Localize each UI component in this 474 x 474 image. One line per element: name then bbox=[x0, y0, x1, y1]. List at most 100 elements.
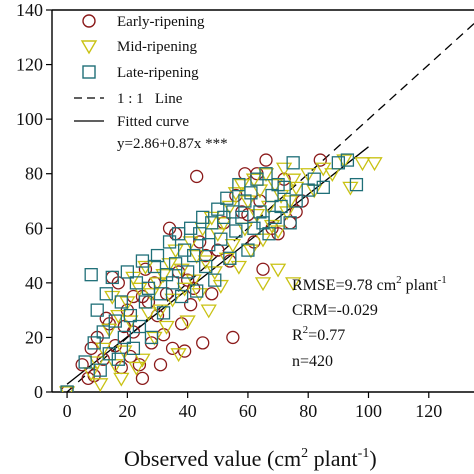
mid-ripening-point bbox=[134, 353, 151, 368]
stat-r2: R2=0.77 bbox=[292, 324, 345, 344]
late-ripening-point bbox=[99, 287, 113, 301]
y-tick-label: 140 bbox=[16, 0, 43, 20]
data-points bbox=[58, 153, 383, 392]
mid-ripening-point bbox=[170, 348, 187, 363]
fit-equation: y=2.86+0.87x *** bbox=[117, 136, 228, 152]
y-tick-label: 100 bbox=[16, 109, 43, 129]
late-ripening-point bbox=[307, 172, 321, 186]
mid-ripening-point bbox=[92, 378, 109, 392]
y-tick-label: 20 bbox=[25, 327, 43, 347]
axis-ticks: 0 20 40 60 80 100 120 0 20 40 60 80 100 120 140 bbox=[16, 0, 442, 421]
mid-ripening-point bbox=[197, 255, 214, 270]
stats-block: RMSE=9.78 cm2 plant-1 CRM=-0.029 R2=0.77… bbox=[292, 274, 447, 370]
late-ripening-point bbox=[60, 385, 74, 392]
early-ripening-point bbox=[256, 262, 270, 276]
early-ripening-point bbox=[283, 216, 297, 230]
late-ripening-point bbox=[229, 224, 243, 238]
early-ripening-point bbox=[75, 358, 89, 372]
mid-ripening-point bbox=[179, 315, 196, 330]
y-tick-label: 0 bbox=[34, 382, 43, 402]
late-ripening-point bbox=[96, 325, 110, 339]
mid-ripening-point bbox=[224, 239, 241, 253]
legend-marker-early bbox=[82, 14, 96, 28]
legend-label-early: Early-ripening bbox=[117, 14, 205, 30]
late-ripening-point bbox=[105, 270, 119, 285]
mid-ripening-point bbox=[230, 260, 248, 275]
early-ripening-point bbox=[138, 262, 153, 276]
late-ripening-point bbox=[190, 284, 204, 298]
mid-ripening-point bbox=[269, 263, 287, 278]
mid-ripening-point bbox=[254, 277, 272, 292]
late-ripening-point bbox=[235, 210, 249, 225]
mid-ripening-point bbox=[285, 173, 302, 188]
y-tick-label: 80 bbox=[25, 164, 43, 184]
mid-ripening-point bbox=[366, 157, 383, 172]
late-ripening-point bbox=[199, 259, 213, 274]
early-ripening-point bbox=[190, 169, 204, 184]
legend-label-late: Late-ripening bbox=[117, 65, 199, 81]
late-ripening-point bbox=[150, 248, 165, 263]
early-ripening-point bbox=[177, 344, 192, 358]
x-tick-label: 60 bbox=[239, 401, 257, 421]
late-ripening-point bbox=[340, 153, 355, 167]
x-tick-label: 0 bbox=[63, 401, 72, 421]
mid-ripening-point bbox=[89, 356, 106, 371]
late-ripening-point bbox=[283, 216, 297, 230]
late-ripening-point bbox=[126, 341, 141, 355]
stat-crm: CRM=-0.029 bbox=[292, 302, 378, 319]
y-tick-label: 60 bbox=[25, 218, 43, 238]
late-ripening-point bbox=[93, 363, 107, 377]
y-tick-label: 40 bbox=[25, 273, 43, 293]
mid-ripening-point bbox=[354, 157, 371, 172]
late-ripening-point bbox=[265, 188, 279, 203]
y-tick-label: 120 bbox=[16, 55, 43, 75]
x-tick-label: 20 bbox=[118, 401, 136, 421]
late-ripening-point bbox=[156, 306, 171, 320]
early-ripening-point bbox=[313, 153, 327, 167]
early-ripening-point bbox=[132, 358, 147, 372]
late-ripening-point bbox=[208, 273, 222, 287]
mid-ripening-point bbox=[58, 386, 76, 392]
late-ripening-point bbox=[108, 314, 122, 328]
stat-n: n=420 bbox=[292, 353, 333, 370]
late-ripening-point bbox=[162, 235, 177, 249]
legend-marker-late bbox=[82, 65, 96, 79]
late-ripening-point bbox=[214, 232, 228, 246]
late-ripening-point bbox=[349, 177, 364, 192]
late-ripening-point bbox=[138, 295, 153, 309]
late-ripening-point bbox=[187, 248, 201, 263]
early-ripening-point bbox=[135, 371, 150, 386]
late-ripening-point bbox=[153, 287, 168, 301]
late-ripening-point bbox=[84, 268, 98, 282]
legend: Early-ripening Mid-ripening Late-ripenin… bbox=[74, 14, 228, 152]
late-ripening-point bbox=[274, 199, 288, 214]
late-ripening-point bbox=[289, 194, 303, 208]
late-ripening-point bbox=[220, 191, 234, 205]
stat-rmse: RMSE=9.78 cm2 plant-1 bbox=[292, 274, 447, 294]
early-ripening-point bbox=[226, 330, 240, 345]
late-ripening-point bbox=[331, 156, 346, 170]
legend-label-mid: Mid-ripening bbox=[117, 39, 197, 55]
late-ripening-point bbox=[232, 177, 246, 192]
early-ripening-point bbox=[289, 205, 303, 219]
mid-ripening-point bbox=[182, 236, 199, 251]
late-ripening-point bbox=[253, 205, 267, 219]
late-ripening-point bbox=[193, 227, 207, 241]
late-ripening-point bbox=[111, 352, 125, 366]
mid-ripening-point bbox=[176, 282, 193, 297]
late-ripening-point bbox=[277, 180, 291, 195]
late-ripening-point bbox=[286, 156, 300, 170]
late-ripening-point bbox=[123, 308, 138, 323]
x-tick-label: 40 bbox=[179, 401, 197, 421]
early-ripening-point bbox=[153, 358, 168, 372]
late-ripening-point bbox=[174, 289, 189, 304]
late-ripening-point bbox=[144, 330, 159, 345]
late-ripening-point bbox=[120, 265, 135, 279]
early-ripening-point bbox=[196, 336, 210, 350]
x-tick-label: 80 bbox=[299, 401, 317, 421]
mid-ripening-point bbox=[200, 304, 217, 319]
late-ripening-point bbox=[180, 265, 195, 279]
late-ripening-point bbox=[78, 355, 92, 369]
early-ripening-point bbox=[193, 235, 207, 249]
